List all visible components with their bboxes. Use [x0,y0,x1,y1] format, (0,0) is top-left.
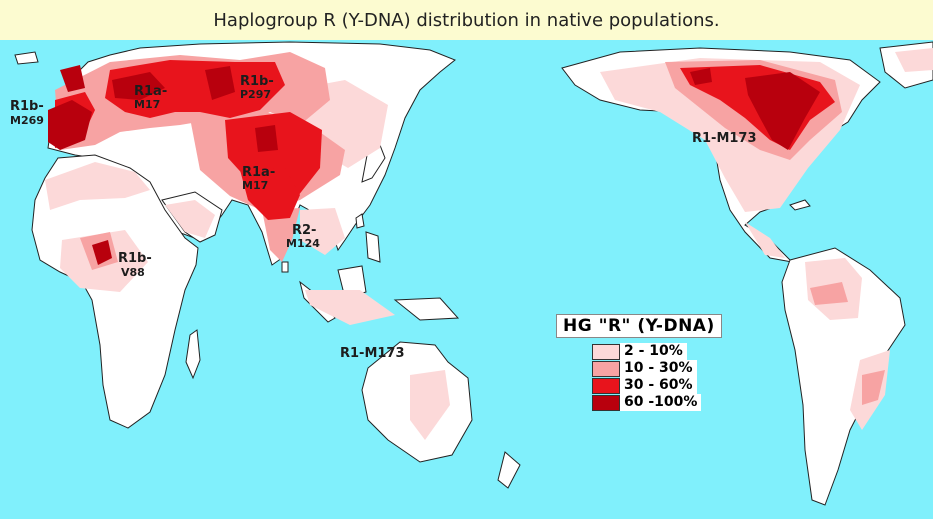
legend-swatch [592,394,620,411]
zone-1-central-america [745,222,785,258]
label-r2-m124-line2: M124 [286,237,320,250]
label-r1b-p297: R1b- P297 [240,74,278,101]
label-r1b-v88: R1b- V88 [118,251,156,279]
legend-item: 60 -100% [592,394,736,411]
zone-2-south-america-east [862,370,885,405]
legend: HG "R" (Y-DNA) 2 - 10% 10 - 30% 30 - 60%… [556,314,736,411]
zone-1-greenland [895,48,933,72]
zone-4-eastern-europe [112,72,165,100]
label-r1a-m17-asia-line2: M17 [242,179,268,192]
zone-3-india [240,168,300,220]
legend-item-label: 10 - 30% [620,360,697,377]
zone-1-north-africa [45,162,150,210]
zone-2-india [262,208,300,262]
label-r1a-m17-europe-line1: R1a- [134,84,167,99]
zone-1-indonesia [305,290,395,325]
zone-4-british-isles [60,65,85,92]
zone-4-africa-v88 [92,240,112,265]
zone-1-southeast-asia [300,208,345,255]
label-r1b-p297-line1: R1b- [240,74,274,89]
label-r1b-m269-line2: M269 [10,114,44,127]
zone-4-hudson [690,68,712,85]
region-labels: R1b- M269 R1a- M17 R1b- P297 R1a- M17 R2… [10,74,757,361]
madagascar-landmass [185,329,201,380]
label-r1a-m17-europe: R1a- M17 [134,84,172,111]
label-r1a-m17-europe-line2: M17 [134,98,160,111]
legend-swatch [592,343,620,360]
new-zealand-landmass [497,451,521,489]
label-r1-m173-america: R1-M173 [692,131,757,146]
label-r1b-v88-line1: R1b- [118,251,152,266]
legend-swatch [592,377,620,394]
label-r1b-p297-line2: P297 [240,88,271,101]
label-r2-m124-line1: R2- [292,223,316,238]
label-r2-m124: R2- M124 [286,223,321,250]
zone-1-arabia [165,200,215,238]
zone-60-100 [48,65,820,265]
legend-title: HG "R" (Y-DNA) [556,314,722,338]
caribbean-landmass [789,199,811,211]
label-r1b-m269: R1b- M269 [10,99,48,127]
legend-item: 2 - 10% [592,343,736,360]
iceland-landmass [14,51,39,65]
small-islands [14,51,811,229]
world-map: R1b- M269 R1a- M17 R1b- P297 R1a- M17 R2… [0,40,933,519]
legend-item: 30 - 60% [592,377,736,394]
legend-item: 10 - 30% [592,360,736,377]
philippines-landmass [365,231,381,263]
legend-item-label: 30 - 60% [620,377,697,394]
new-guinea-landmass [393,297,460,321]
zone-4-western-europe [48,100,92,150]
zone-4-canada-east [745,72,820,150]
zone-4-russia [205,66,235,100]
south-america-landmass [781,247,906,506]
label-r1a-m17-asia-line1: R1a- [242,165,275,180]
label-r1b-v88-line2: V88 [121,266,145,279]
zone-2-south-america [810,282,848,305]
label-r1-m173-oceania: R1-M173 [340,346,405,361]
map-title: Haplogroup R (Y-DNA) distribution in nat… [0,0,933,40]
label-r1b-m269-line1: R1b- [10,99,44,114]
sri-lanka-landmass [281,261,289,273]
legend-item-label: 2 - 10% [620,343,687,360]
label-r1a-m17-asia: R1a- M17 [242,165,280,192]
legend-item-label: 60 -100% [620,394,702,411]
zone-4-central-asia [255,125,278,152]
zone-1-australia [410,370,450,440]
legend-swatch [592,360,620,377]
taiwan-landmass [355,213,365,229]
